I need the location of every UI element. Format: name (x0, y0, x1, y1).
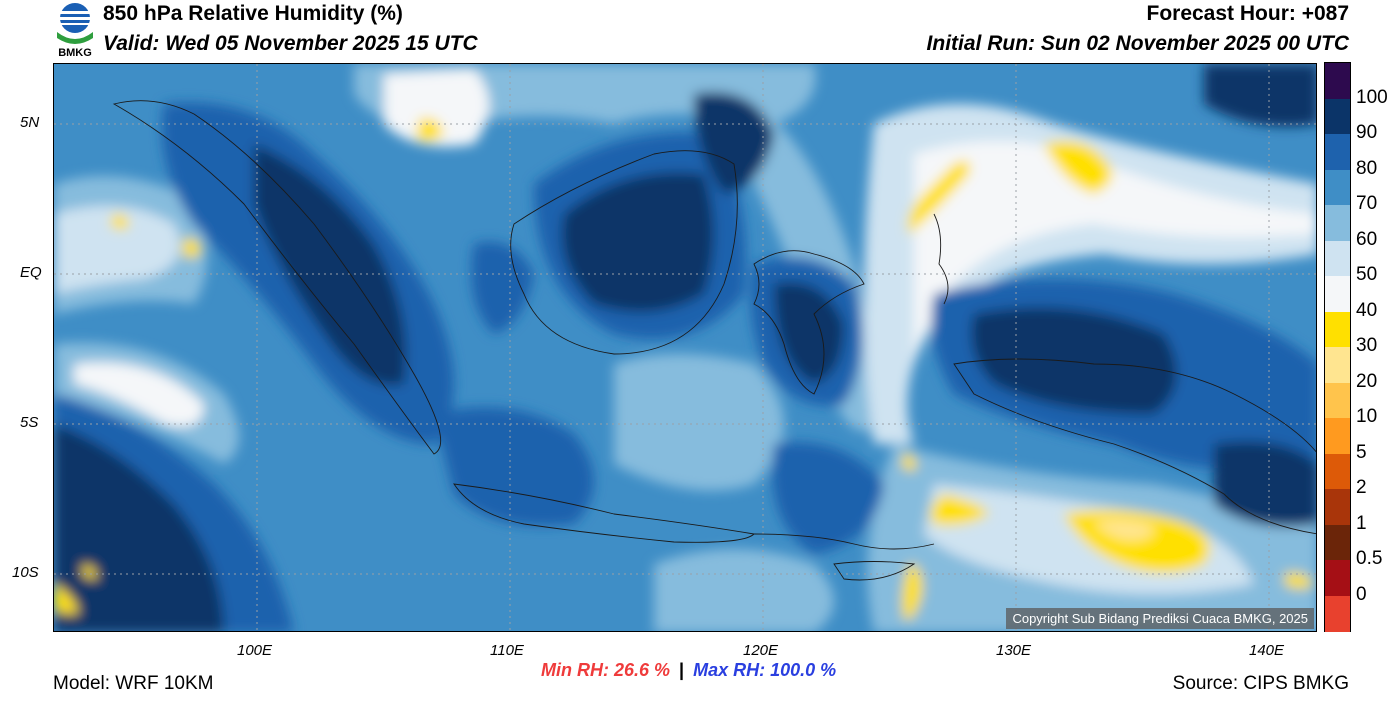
map-title: 850 hPa Relative Humidity (%) (103, 2, 403, 25)
model-label: Model: WRF 10KM (53, 673, 214, 694)
colorbar-swatch (1325, 560, 1350, 596)
logo-text: BMKG (58, 47, 92, 59)
colorbar (1324, 62, 1351, 632)
rh-stats: Min RH: 26.6 % | Max RH: 100.0 % (541, 660, 836, 681)
lon-label-110e: 110E (490, 642, 524, 659)
colorbar-swatch (1325, 134, 1350, 170)
lat-label-5s: 5S (20, 414, 39, 431)
lat-label-10s: 10S (12, 564, 39, 581)
colorbar-swatch (1325, 240, 1350, 277)
colorbar-swatch (1325, 489, 1350, 525)
colorbar-label: 10 (1356, 406, 1378, 427)
coastlines (112, 100, 1316, 581)
valid-time: Valid: Wed 05 November 2025 15 UTC (103, 32, 478, 55)
colorbar-label: 90 (1356, 122, 1378, 143)
stats-separator: | (679, 660, 685, 680)
humidity-field (54, 64, 1316, 631)
colorbar-label: 40 (1356, 299, 1378, 321)
colorbar-label: 30 (1356, 335, 1378, 356)
colorbar-swatch (1325, 453, 1350, 490)
graticule (54, 64, 1316, 631)
colorbar-swatch (1325, 524, 1350, 561)
colorbar-labels: 100 90 80 70 60 50 40 30 20 10 5 2 1 0.5 0 (1356, 62, 1400, 632)
colorbar-swatch (1325, 276, 1350, 312)
lon-label-100e: 100E (237, 642, 273, 659)
max-rh: Max RH: 100.0 % (693, 660, 837, 680)
copyright-notice: Copyright Sub Bidang Prediksi Cuaca BMKG… (1006, 608, 1314, 629)
colorbar-swatch (1325, 382, 1350, 419)
colorbar-label: 5 (1356, 441, 1367, 463)
colorbar-label: 1 (1356, 512, 1367, 534)
colorbar-label: 0 (1356, 583, 1367, 605)
colorbar-swatch (1325, 595, 1350, 632)
colorbar-swatch (1325, 169, 1350, 206)
colorbar-swatch (1325, 63, 1350, 99)
colorbar-label: 0.5 (1356, 548, 1383, 569)
colorbar-label: 60 (1356, 228, 1378, 250)
bmkg-logo: BMKG (52, 2, 98, 60)
colorbar-swatch (1325, 205, 1350, 241)
lat-label-5n: 5N (20, 114, 40, 131)
source-label: Source: CIPS BMKG (1172, 673, 1349, 694)
lon-label-140e: 140E (1249, 642, 1285, 659)
colorbar-label: 80 (1356, 157, 1378, 179)
lon-label-120e: 120E (743, 642, 779, 659)
colorbar-swatch (1325, 311, 1350, 348)
colorbar-label: 20 (1356, 370, 1378, 392)
colorbar-label: 100 (1356, 86, 1388, 108)
colorbar-label: 2 (1356, 477, 1367, 498)
colorbar-label: 70 (1356, 193, 1378, 214)
colorbar-swatch (1325, 418, 1350, 454)
min-rh: Min RH: 26.6 % (541, 660, 671, 680)
lat-label-eq: EQ (20, 264, 42, 281)
initial-run: Initial Run: Sun 02 November 2025 00 UTC (926, 32, 1349, 55)
colorbar-swatch (1325, 347, 1350, 383)
humidity-map: Copyright Sub Bidang Prediksi Cuaca BMKG… (53, 63, 1317, 632)
colorbar-label: 50 (1356, 264, 1378, 285)
forecast-hour: Forecast Hour: +087 (1146, 2, 1350, 25)
colorbar-swatch (1325, 98, 1350, 135)
lon-label-130e: 130E (996, 642, 1032, 659)
